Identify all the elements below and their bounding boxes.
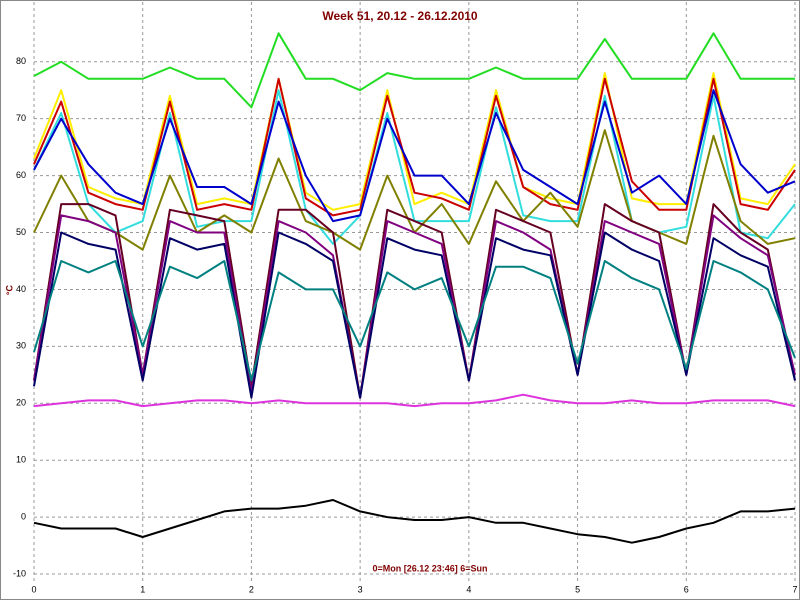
x-tick-label: 7 xyxy=(792,584,797,594)
y-tick-label: -10 xyxy=(13,568,26,578)
y-tick-label: 50 xyxy=(16,227,26,237)
y-tick-label: 10 xyxy=(16,455,26,465)
x-tick-label: 4 xyxy=(466,584,471,594)
series-line xyxy=(33,72,796,211)
y-tick-label: 20 xyxy=(16,398,26,408)
series-line xyxy=(33,499,796,544)
y-tick-label: 60 xyxy=(16,170,26,180)
series-line xyxy=(33,260,796,382)
y-tick-label: 70 xyxy=(16,113,26,123)
series-line xyxy=(33,89,796,223)
series-line xyxy=(33,214,796,399)
x-tick-label: 2 xyxy=(249,584,254,594)
y-tick-label: 40 xyxy=(16,284,26,294)
series-line xyxy=(33,203,796,399)
y-tick-label: 80 xyxy=(16,56,26,66)
x-tick-label: 0 xyxy=(31,584,36,594)
annotation: 0=Mon [26.12 23:46] 6=Sun xyxy=(372,563,487,573)
series-line xyxy=(33,231,796,399)
x-tick-label: 1 xyxy=(140,584,145,594)
y-tick-label: 0 xyxy=(21,511,26,521)
chart-title: Week 51, 20.12 - 26.12.2010 xyxy=(322,9,478,23)
y-tick-label: 30 xyxy=(16,341,26,351)
x-tick-label: 5 xyxy=(575,584,580,594)
x-tick-label: 3 xyxy=(358,584,363,594)
y-axis-label: °C xyxy=(4,284,14,295)
x-tick-label: 6 xyxy=(684,584,689,594)
series-line xyxy=(33,77,796,217)
series-line xyxy=(33,32,795,109)
series-line xyxy=(33,393,796,408)
